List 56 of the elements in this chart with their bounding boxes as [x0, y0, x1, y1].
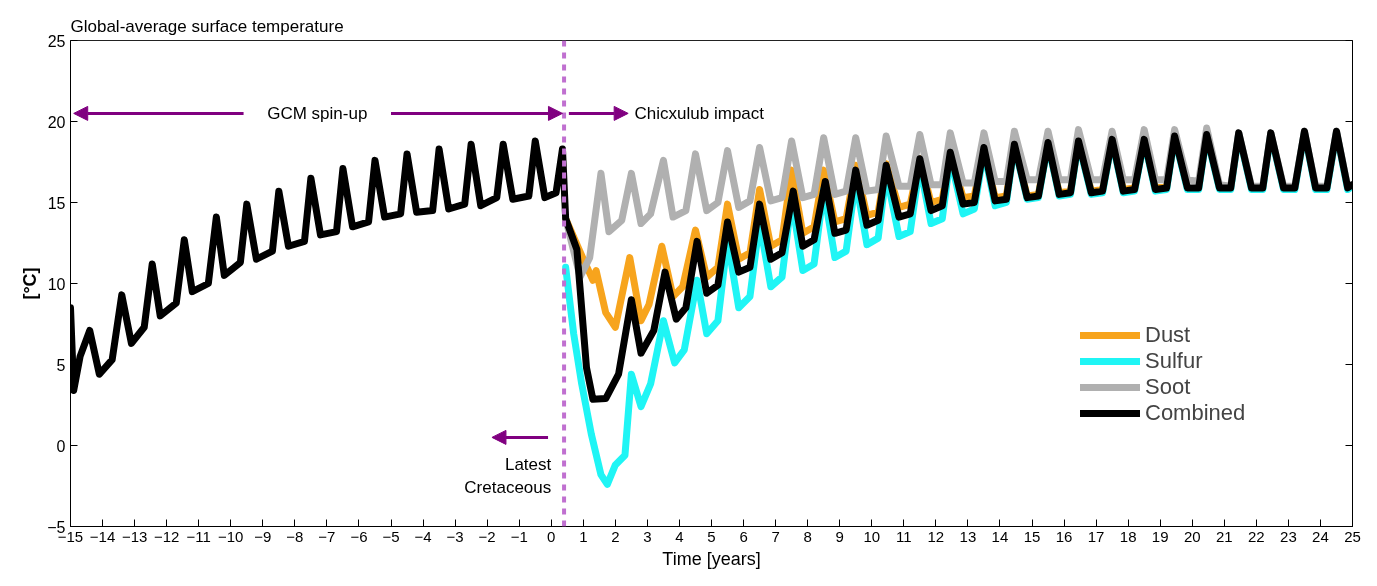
x-tick-label: −4 [414, 527, 432, 545]
y-tick-label: 15 [47, 194, 66, 212]
legend-label: Combined [1145, 400, 1246, 426]
x-tick-label: −12 [153, 527, 180, 545]
x-tick-label: −10 [218, 527, 244, 545]
x-tick-label: 14 [991, 527, 1009, 545]
x-axis-title: Time [years] [662, 548, 761, 569]
x-tick-label: 20 [1183, 527, 1201, 545]
x-tick-label: 4 [675, 527, 684, 545]
y-tick-label: 25 [47, 32, 66, 50]
legend-label: Sulfur [1145, 348, 1203, 374]
x-tick-label: 0 [547, 527, 556, 545]
y-tick-label: 0 [56, 437, 66, 455]
x-tick-label: 19 [1151, 527, 1169, 545]
y-tick-label: 20 [47, 113, 66, 131]
x-tick-label: −11 [186, 527, 211, 545]
y-axis-title: [°C] [20, 267, 41, 300]
x-tick-label: −14 [89, 527, 116, 545]
x-tick-label: 23 [1280, 527, 1297, 545]
x-tick-label: 15 [1023, 527, 1041, 545]
legend-label: Soot [1145, 374, 1191, 400]
x-tick-label: −5 [382, 527, 400, 545]
annotation: GCM spin-up [267, 103, 368, 123]
x-tick-label: 16 [1055, 527, 1073, 545]
x-tick-label: −8 [286, 527, 304, 545]
x-tick-label: −7 [318, 527, 336, 545]
legend-label: Dust [1145, 322, 1191, 348]
x-tick-label: 10 [863, 527, 881, 545]
x-tick-label: 25 [1344, 527, 1361, 545]
x-tick-label: 21 [1215, 527, 1233, 545]
x-tick-label: −2 [478, 527, 496, 545]
annotation: Latest Cretaceous [464, 455, 552, 498]
x-tick-label: 18 [1119, 527, 1137, 545]
x-tick-label: 12 [927, 527, 945, 545]
x-tick-label: 11 [896, 527, 912, 545]
x-tick-label: 5 [707, 527, 716, 545]
x-tick-label: 2 [611, 527, 620, 545]
chart-title: Global-average surface temperature [70, 16, 344, 36]
x-tick-label: −6 [350, 527, 368, 545]
x-tick-label: 8 [803, 527, 812, 545]
x-tick-label: −13 [121, 527, 148, 545]
x-tick-label: 22 [1248, 527, 1265, 545]
x-tick-label: 13 [959, 527, 977, 545]
x-tick-label: −1 [510, 527, 528, 545]
x-tick-label: 17 [1087, 527, 1105, 545]
y-tick-label: 10 [47, 275, 66, 293]
x-tick-label: 7 [771, 527, 780, 545]
x-tick-label: 3 [643, 527, 652, 545]
x-tick-label: 6 [739, 527, 748, 545]
annotation: Chicxulub impact [634, 103, 765, 123]
x-tick-label: −3 [446, 527, 464, 545]
x-tick-label: −9 [254, 527, 272, 545]
x-tick-label: 9 [835, 527, 844, 545]
x-tick-label: 24 [1312, 527, 1329, 545]
x-tick-label: 1 [579, 527, 588, 545]
y-tick-label: 5 [56, 356, 66, 374]
